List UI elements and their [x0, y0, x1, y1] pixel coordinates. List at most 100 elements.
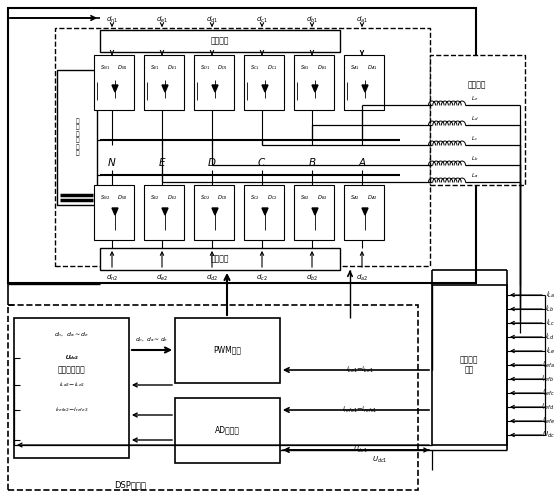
Text: $d_{d1}$: $d_{d1}$	[206, 15, 218, 25]
Bar	[144, 185, 184, 240]
Bar	[55, 28, 430, 266]
Bar	[194, 55, 234, 110]
Bar	[100, 248, 340, 270]
Bar	[94, 55, 134, 110]
Bar	[432, 285, 507, 445]
Text: $D_{C1}$: $D_{C1}$	[267, 64, 277, 72]
Text: $i_{refc}$: $i_{refc}$	[542, 388, 555, 398]
Polygon shape	[212, 85, 218, 92]
Text: 隔离驱动: 隔离驱动	[211, 254, 229, 264]
Text: $S_{B1}$: $S_{B1}$	[300, 64, 310, 72]
Text: $d_{d2}$: $d_{d2}$	[206, 273, 218, 283]
Text: $d_{e1}$: $d_{e1}$	[156, 15, 168, 25]
Bar	[144, 55, 184, 110]
Text: $i_{refb}$: $i_{refb}$	[542, 374, 555, 384]
Polygon shape	[162, 208, 168, 215]
Text: $d_{a1}$: $d_{a1}$	[356, 15, 368, 25]
Text: $D_{C2}$: $D_{C2}$	[267, 194, 277, 202]
Text: $S_{N1}$: $S_{N1}$	[100, 64, 110, 72]
Text: $i_{La}$: $i_{La}$	[545, 290, 555, 300]
Text: $L_e$: $L_e$	[472, 94, 479, 104]
Text: 隔离驱动: 隔离驱动	[211, 36, 229, 46]
Bar	[244, 55, 284, 110]
Bar	[100, 30, 340, 52]
Text: $d_n,\ d_a{\sim}d_e$: $d_n,\ d_a{\sim}d_e$	[136, 336, 169, 344]
Bar	[14, 318, 129, 458]
Text: $\mathit{B}$: $\mathit{B}$	[308, 156, 316, 168]
Text: DSP控制器: DSP控制器	[114, 480, 146, 490]
Text: $i_{refa}$: $i_{refa}$	[542, 360, 555, 370]
Text: $\mathit{C}$: $\mathit{C}$	[258, 156, 267, 168]
Text: $L_b$: $L_b$	[472, 154, 479, 164]
Text: $D_{D1}$: $D_{D1}$	[217, 64, 227, 72]
Text: $d_{c1}$: $d_{c1}$	[256, 15, 268, 25]
Polygon shape	[262, 208, 268, 215]
Bar	[94, 185, 134, 240]
Text: $U_{dc2}$: $U_{dc2}$	[65, 354, 79, 362]
Text: $S_{A1}$: $S_{A1}$	[350, 64, 360, 72]
Text: $d_n,\ d_a{\sim}d_e$: $d_n,\ d_a{\sim}d_e$	[54, 330, 90, 340]
Bar	[175, 318, 280, 383]
Text: $D_{E1}$: $D_{E1}$	[167, 64, 177, 72]
Text: $d_{b2}$: $d_{b2}$	[306, 273, 318, 283]
Text: $d_{a2}$: $d_{a2}$	[356, 273, 368, 283]
Bar	[294, 55, 334, 110]
Text: $S_{E1}$: $S_{E1}$	[150, 64, 160, 72]
Text: $i_{Le}$: $i_{Le}$	[545, 346, 555, 356]
Text: $D_{E2}$: $D_{E2}$	[167, 194, 177, 202]
Text: $S_{A2}$: $S_{A2}$	[350, 194, 360, 202]
Text: $\mathit{A}$: $\mathit{A}$	[357, 156, 366, 168]
Text: $D_{B1}$: $D_{B1}$	[316, 64, 328, 72]
Bar	[344, 55, 384, 110]
Text: $D_{B2}$: $D_{B2}$	[317, 194, 327, 202]
Text: $U_{dc1}$: $U_{dc1}$	[353, 445, 367, 455]
Text: 控制算法模块: 控制算法模块	[58, 366, 86, 374]
Polygon shape	[362, 85, 368, 92]
Polygon shape	[362, 208, 368, 215]
Text: $D_{N1}$: $D_{N1}$	[116, 64, 128, 72]
Polygon shape	[212, 208, 218, 215]
Text: 采样调节
电路: 采样调节 电路	[460, 356, 478, 374]
Text: $S_{D2}$: $S_{D2}$	[200, 194, 210, 202]
Text: $U_{dc2}$: $U_{dc2}$	[65, 354, 79, 362]
Text: $L_d$: $L_d$	[471, 114, 479, 124]
Bar	[430, 55, 525, 185]
Text: $i_{refd}$: $i_{refd}$	[541, 402, 555, 412]
Polygon shape	[112, 208, 118, 215]
Text: $\mathit{E}$: $\mathit{E}$	[158, 156, 166, 168]
Polygon shape	[112, 85, 118, 92]
Text: $D_{A1}$: $D_{A1}$	[367, 64, 377, 72]
Bar	[175, 398, 280, 463]
Polygon shape	[312, 85, 318, 92]
Polygon shape	[312, 208, 318, 215]
Text: $d_{c2}$: $d_{c2}$	[256, 273, 268, 283]
Text: $S_{C1}$: $S_{C1}$	[250, 64, 260, 72]
Text: $S_{B2}$: $S_{B2}$	[300, 194, 310, 202]
Text: $i_{refa2}{-}i_{refe2}$: $i_{refa2}{-}i_{refe2}$	[55, 406, 88, 414]
Text: $i_{La2}{-}i_{Le2}$: $i_{La2}{-}i_{Le2}$	[59, 380, 85, 390]
Text: $S_{E2}$: $S_{E2}$	[150, 194, 160, 202]
Text: $d_{n1}$: $d_{n1}$	[106, 15, 118, 25]
Text: $d_{n2}$: $d_{n2}$	[106, 273, 118, 283]
Text: $S_{C2}$: $S_{C2}$	[250, 194, 260, 202]
Text: AD转换器: AD转换器	[214, 426, 240, 434]
Text: $\mathit{N}$: $\mathit{N}$	[108, 156, 116, 168]
Text: 负载电路: 负载电路	[468, 80, 486, 90]
Text: $D_{D2}$: $D_{D2}$	[217, 194, 227, 202]
Bar	[57, 70, 97, 205]
Text: $i_{Lb}$: $i_{Lb}$	[545, 304, 555, 314]
Bar	[8, 8, 476, 283]
Bar	[294, 185, 334, 240]
Text: $i_{La1}{-}i_{Le1}$: $i_{La1}{-}i_{Le1}$	[346, 365, 374, 375]
Text: $S_{N2}$: $S_{N2}$	[100, 194, 110, 202]
Bar	[194, 185, 234, 240]
Text: $D_{A2}$: $D_{A2}$	[367, 194, 377, 202]
Text: PWM模块: PWM模块	[213, 346, 241, 354]
Text: $U_{dc1}$: $U_{dc1}$	[372, 455, 388, 465]
Text: $i_{refe}$: $i_{refe}$	[542, 416, 555, 426]
Text: $L_c$: $L_c$	[472, 134, 479, 143]
Text: 公
共
汇
路
电
源: 公 共 汇 路 电 源	[75, 118, 79, 156]
Text: $S_{D1}$: $S_{D1}$	[200, 64, 210, 72]
Text: $L_a$: $L_a$	[472, 172, 479, 180]
Text: $\mathit{D}$: $\mathit{D}$	[207, 156, 217, 168]
